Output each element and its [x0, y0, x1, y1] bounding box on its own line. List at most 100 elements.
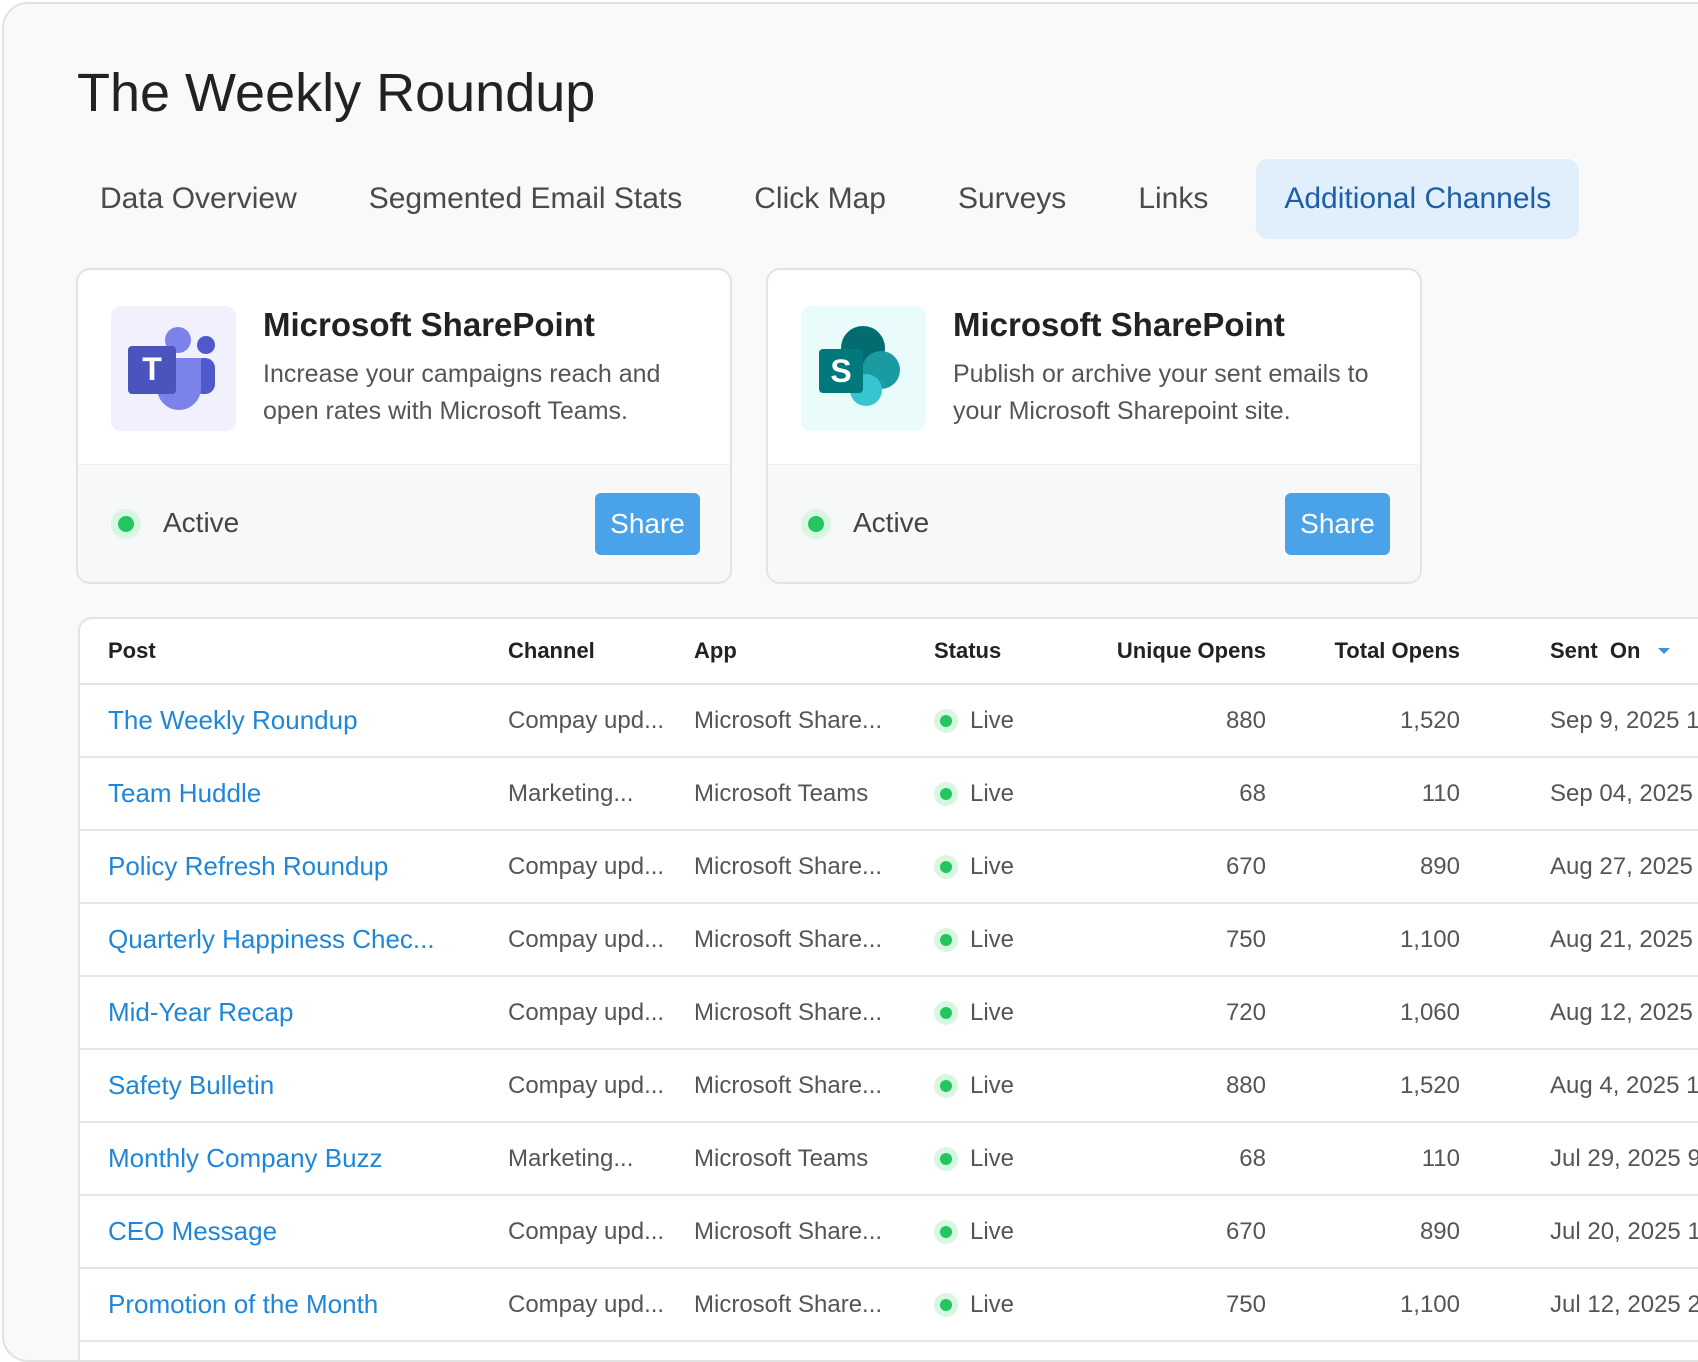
status-cell: Live	[934, 1196, 1014, 1267]
post-title[interactable]: Monthly Company Buzz	[108, 1143, 383, 1173]
column-header-channel[interactable]: Channel	[508, 638, 595, 663]
cell-text: Compay upd...	[508, 998, 665, 1026]
tab-additional-channels[interactable]: Additional Channels	[1256, 159, 1580, 239]
sort-descending-icon[interactable]	[1658, 648, 1671, 654]
cell-text: Microsoft Teams	[694, 1144, 869, 1172]
unique-opens-cell: 880	[1080, 1050, 1266, 1121]
sent-on-cell: Aug 27, 2025	[1550, 831, 1693, 902]
status-text: Live	[970, 706, 1015, 734]
status-cell: Live	[934, 758, 1014, 829]
cell-text: Sep 9, 2025 1:	[1550, 706, 1698, 734]
post-link[interactable]: Team Huddle	[108, 758, 261, 829]
post-link[interactable]: Monthly Company Buzz	[108, 1123, 383, 1194]
live-status-dot-icon	[934, 1000, 958, 1025]
cell-text: Compay upd...	[508, 1071, 665, 1099]
tab-surveys[interactable]: Surveys	[957, 182, 1067, 215]
page-title: The Weekly Roundup	[77, 63, 596, 123]
status-cell: Live	[934, 1123, 1014, 1194]
status-cell: Live	[934, 831, 1014, 902]
post-link[interactable]: Safety Bulletin	[108, 1050, 274, 1121]
live-status-dot-icon	[934, 927, 958, 952]
cell-text: Aug 21, 2025 1	[1550, 925, 1698, 953]
post-title[interactable]: Policy Refresh Roundup	[108, 851, 389, 881]
post-link[interactable]: The Weekly Roundup	[108, 685, 358, 756]
status-text: Live	[970, 1217, 1015, 1245]
total-opens-cell: 890	[1280, 831, 1460, 902]
unique-opens-cell: 880	[1080, 685, 1266, 756]
post-title[interactable]: Quarterly Happiness Chec...	[108, 924, 435, 954]
unique-opens-cell: 670	[1080, 831, 1266, 902]
table-row: Quarterly Happiness Chec... Compay upd...…	[80, 904, 1698, 977]
tab-click-map[interactable]: Click Map	[754, 182, 886, 215]
cell-text: Microsoft Share...	[694, 706, 883, 734]
status-text: Live	[970, 1290, 1015, 1318]
sent-on-cell: Aug 12, 2025 1	[1550, 977, 1698, 1048]
status-text: Live	[970, 925, 1015, 953]
share-button[interactable]: Share	[595, 493, 700, 555]
channel-cell: Compay upd...	[508, 977, 664, 1048]
status-text: Live	[970, 779, 1015, 807]
sent-on-cell: Jul 20, 2025 1	[1550, 1196, 1698, 1267]
post-title[interactable]: Safety Bulletin	[108, 1070, 275, 1100]
app-cell: Microsoft Share...	[694, 1050, 882, 1121]
post-title[interactable]: The Weekly Roundup	[108, 705, 358, 735]
cell-text: Microsoft Share...	[694, 998, 883, 1026]
tab-data-overview[interactable]: Data Overview	[100, 182, 297, 215]
column-header-total-opens[interactable]: Total Opens	[1334, 638, 1461, 663]
status-cell: Live	[934, 977, 1014, 1048]
column-header-app[interactable]: App	[694, 638, 737, 663]
post-link[interactable]: Mid-Year Recap	[108, 977, 293, 1048]
cell-text: 890	[1419, 852, 1460, 880]
cell-text: 670	[1225, 1217, 1266, 1245]
post-link[interactable]: Quarterly Happiness Chec...	[108, 904, 435, 975]
live-status-dot-icon	[934, 781, 958, 806]
cell-text: Microsoft Share...	[694, 852, 883, 880]
app-cell: Microsoft Share...	[694, 831, 882, 902]
app-cell: Microsoft Teams	[694, 1123, 868, 1194]
post-link[interactable]: Promotion of the Month	[108, 1269, 378, 1340]
cell-text: 68	[1239, 779, 1266, 807]
total-opens-cell: 1,520	[1280, 1050, 1460, 1121]
tab-segmented-email-stats[interactable]: Segmented Email Stats	[368, 182, 683, 215]
post-title[interactable]: Mid-Year Recap	[108, 997, 294, 1027]
teams-channel-card: T Microsoft SharePoint Increase your cam…	[76, 268, 732, 584]
total-opens-cell: 1,100	[1280, 1269, 1460, 1340]
cell-text: Sep 04, 2025	[1550, 779, 1693, 807]
total-opens-cell: 1,520	[1280, 685, 1460, 756]
status-dot-icon	[111, 509, 141, 539]
channel-cell: Compay upd...	[508, 904, 664, 975]
column-header-status[interactable]: Status	[934, 638, 1002, 663]
unique-opens-cell: 68	[1080, 1123, 1266, 1194]
cell-text: 670	[1225, 852, 1266, 880]
cell-text: Aug 27, 2025	[1550, 852, 1693, 880]
post-title[interactable]: Team Huddle	[108, 778, 262, 808]
column-header-unique-opens[interactable]: Unique Opens	[1116, 638, 1266, 663]
post-link[interactable]: CEO Message	[108, 1196, 277, 1267]
sent-on-cell: Aug 21, 2025 1	[1550, 904, 1698, 975]
cell-text: 110	[1421, 779, 1460, 807]
post-title[interactable]: Promotion of the Month	[108, 1289, 379, 1319]
cell-text: 750	[1225, 1290, 1266, 1318]
column-header-sent-on[interactable]: Sent On	[1550, 619, 1671, 683]
tab-bar: Data Overview Segmented Email Stats Click …	[76, 159, 1603, 239]
unique-opens-cell: 750	[1080, 1269, 1266, 1340]
microsoft-sharepoint-icon: S	[801, 306, 926, 431]
cell-text: Aug 4, 2025 1:	[1550, 1071, 1698, 1099]
column-header-post[interactable]: Post	[108, 638, 156, 663]
cell-text: 110	[1421, 1144, 1460, 1172]
table-row: Safety Bulletin Compay upd... Microsoft Sh…	[80, 1050, 1698, 1123]
table-row: Policy Refresh Roundup Compay upd... Micro…	[80, 831, 1698, 904]
cell-text: 720	[1225, 998, 1266, 1026]
share-button[interactable]: Share	[1285, 493, 1390, 555]
table-row: CEO Message Compay upd... Microsoft Share.…	[80, 1196, 1698, 1269]
svg-text:T: T	[142, 351, 162, 387]
post-title[interactable]: CEO Message	[108, 1216, 278, 1246]
cell-text: Compay upd...	[508, 1217, 665, 1245]
cell-text: Marketing...	[508, 779, 634, 807]
svg-text:S: S	[830, 353, 851, 389]
tab-links[interactable]: Links	[1138, 182, 1209, 215]
post-link[interactable]: Policy Refresh Roundup	[108, 831, 388, 902]
live-status-dot-icon	[934, 1292, 958, 1317]
unique-opens-cell: 750	[1080, 904, 1266, 975]
card-footer: Active Share	[768, 464, 1420, 582]
